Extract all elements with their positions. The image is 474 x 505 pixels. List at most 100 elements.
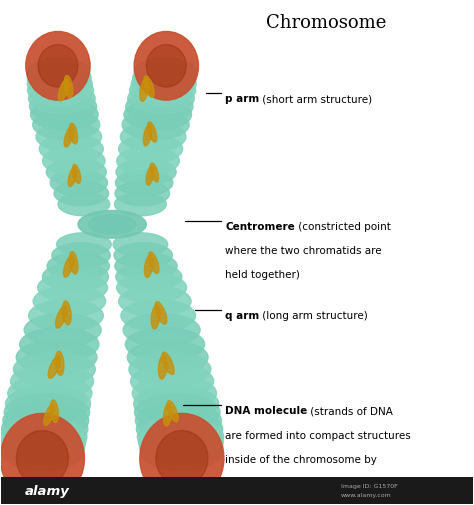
Ellipse shape bbox=[121, 300, 196, 332]
Ellipse shape bbox=[164, 404, 172, 426]
Ellipse shape bbox=[140, 80, 148, 102]
Text: are formed into compact structures: are formed into compact structures bbox=[225, 430, 411, 440]
Ellipse shape bbox=[38, 45, 78, 88]
Ellipse shape bbox=[151, 305, 160, 329]
Ellipse shape bbox=[36, 123, 101, 152]
Ellipse shape bbox=[113, 233, 168, 257]
Ellipse shape bbox=[8, 376, 92, 412]
Ellipse shape bbox=[48, 357, 60, 379]
Ellipse shape bbox=[114, 243, 173, 268]
Ellipse shape bbox=[31, 100, 98, 130]
Ellipse shape bbox=[140, 414, 224, 503]
Ellipse shape bbox=[27, 65, 91, 93]
Ellipse shape bbox=[16, 340, 97, 375]
Ellipse shape bbox=[64, 128, 73, 148]
Ellipse shape bbox=[125, 328, 205, 362]
Text: proteins called histones): proteins called histones) bbox=[225, 478, 354, 488]
Text: (strands of DNA: (strands of DNA bbox=[307, 406, 393, 416]
Ellipse shape bbox=[68, 168, 76, 187]
Ellipse shape bbox=[78, 211, 146, 239]
Ellipse shape bbox=[167, 401, 178, 422]
Text: DNA molecule: DNA molecule bbox=[225, 406, 308, 416]
Ellipse shape bbox=[116, 263, 182, 291]
Ellipse shape bbox=[120, 123, 186, 152]
Text: (short arm structure): (short arm structure) bbox=[259, 94, 373, 104]
Ellipse shape bbox=[73, 165, 81, 184]
Ellipse shape bbox=[135, 394, 220, 431]
Ellipse shape bbox=[137, 411, 223, 447]
Ellipse shape bbox=[46, 159, 106, 186]
Ellipse shape bbox=[55, 351, 64, 376]
Ellipse shape bbox=[139, 430, 223, 466]
Ellipse shape bbox=[134, 32, 199, 101]
Ellipse shape bbox=[1, 411, 88, 447]
Ellipse shape bbox=[115, 253, 177, 280]
Text: p arm: p arm bbox=[225, 94, 259, 104]
Ellipse shape bbox=[13, 352, 95, 387]
Text: alamy: alamy bbox=[25, 484, 70, 497]
Ellipse shape bbox=[118, 135, 182, 164]
Ellipse shape bbox=[137, 419, 224, 456]
Ellipse shape bbox=[27, 76, 94, 106]
Text: Image ID: G1570F: Image ID: G1570F bbox=[341, 484, 397, 488]
Ellipse shape bbox=[115, 193, 166, 216]
Ellipse shape bbox=[116, 171, 173, 196]
Ellipse shape bbox=[1, 430, 85, 466]
Text: Centromere: Centromere bbox=[225, 221, 295, 231]
Ellipse shape bbox=[134, 386, 219, 422]
FancyBboxPatch shape bbox=[1, 478, 473, 503]
Ellipse shape bbox=[89, 215, 136, 234]
Ellipse shape bbox=[43, 147, 105, 176]
Ellipse shape bbox=[117, 273, 187, 303]
Ellipse shape bbox=[69, 252, 78, 274]
Ellipse shape bbox=[133, 65, 196, 93]
Ellipse shape bbox=[0, 419, 87, 456]
Text: q arm: q arm bbox=[225, 310, 259, 320]
Ellipse shape bbox=[4, 394, 90, 431]
Ellipse shape bbox=[63, 301, 71, 325]
Ellipse shape bbox=[37, 273, 108, 303]
Ellipse shape bbox=[145, 256, 153, 278]
Ellipse shape bbox=[10, 364, 93, 399]
Ellipse shape bbox=[26, 32, 90, 101]
Ellipse shape bbox=[147, 123, 157, 143]
Text: held together): held together) bbox=[225, 270, 300, 280]
Ellipse shape bbox=[29, 92, 97, 122]
Ellipse shape bbox=[16, 431, 68, 486]
Ellipse shape bbox=[162, 352, 174, 375]
Ellipse shape bbox=[24, 314, 101, 347]
Ellipse shape bbox=[146, 167, 154, 186]
Ellipse shape bbox=[50, 400, 58, 423]
Text: inside of the chromosome by: inside of the chromosome by bbox=[225, 454, 377, 464]
Ellipse shape bbox=[129, 352, 211, 387]
Ellipse shape bbox=[149, 252, 159, 274]
Ellipse shape bbox=[47, 253, 109, 280]
Ellipse shape bbox=[141, 436, 222, 471]
Text: www.alamy.com: www.alamy.com bbox=[341, 492, 392, 497]
Text: where the two chromatids are: where the two chromatids are bbox=[225, 245, 382, 256]
Ellipse shape bbox=[64, 76, 73, 98]
Ellipse shape bbox=[20, 328, 99, 362]
Ellipse shape bbox=[33, 286, 106, 317]
Text: (constricted point: (constricted point bbox=[294, 221, 391, 231]
Ellipse shape bbox=[123, 314, 200, 347]
Text: Chromosome: Chromosome bbox=[266, 14, 387, 32]
Ellipse shape bbox=[6, 386, 91, 422]
Ellipse shape bbox=[2, 436, 83, 471]
Ellipse shape bbox=[52, 243, 110, 268]
Ellipse shape bbox=[138, 424, 223, 461]
Ellipse shape bbox=[117, 147, 179, 176]
Ellipse shape bbox=[136, 402, 221, 439]
Ellipse shape bbox=[39, 135, 103, 164]
Ellipse shape bbox=[131, 364, 214, 399]
Ellipse shape bbox=[3, 402, 89, 439]
Ellipse shape bbox=[126, 92, 193, 122]
Ellipse shape bbox=[64, 256, 74, 278]
Ellipse shape bbox=[158, 356, 167, 379]
Ellipse shape bbox=[1, 424, 86, 461]
Ellipse shape bbox=[115, 182, 170, 207]
Ellipse shape bbox=[42, 263, 109, 291]
Ellipse shape bbox=[131, 70, 196, 99]
Ellipse shape bbox=[54, 182, 109, 207]
Ellipse shape bbox=[28, 84, 95, 114]
